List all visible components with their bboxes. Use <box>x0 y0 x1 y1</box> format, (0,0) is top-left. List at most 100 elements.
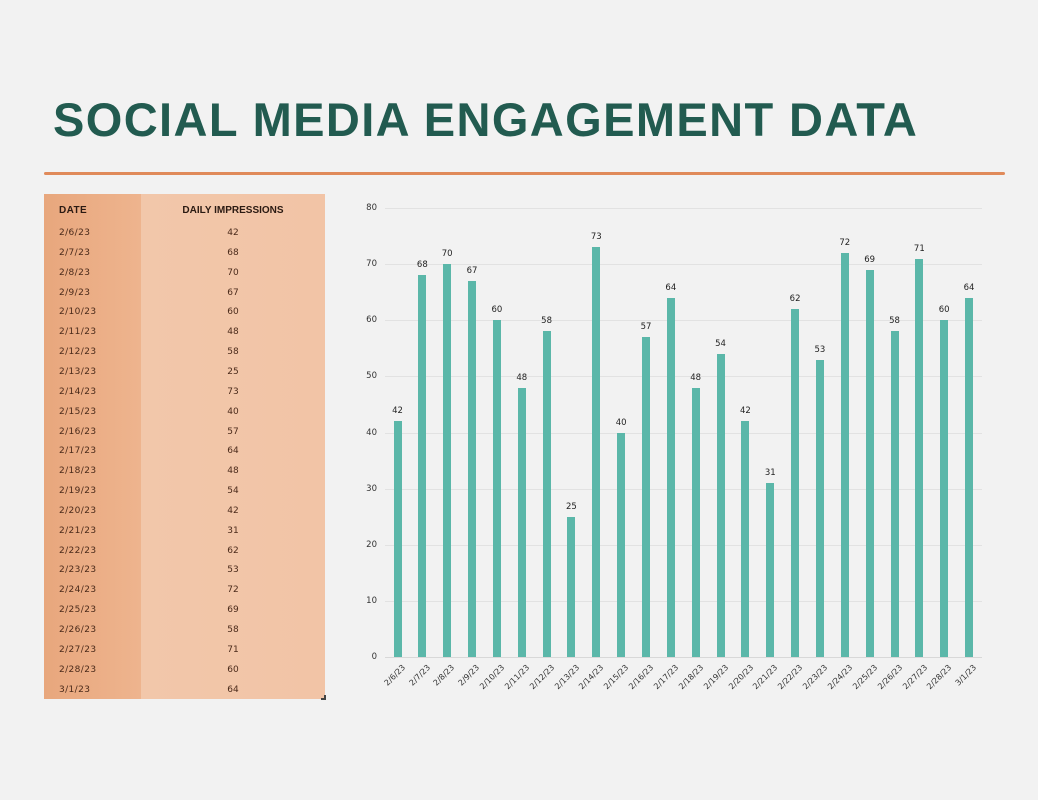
bar[interactable] <box>468 280 477 657</box>
y-axis-tick-label: 40 <box>366 427 377 438</box>
gridline <box>385 600 982 602</box>
table-row: 2/20/23 42 <box>44 502 325 522</box>
impressions-column-header: DAILY IMPRESSIONS <box>182 205 284 216</box>
bar-data-label: 42 <box>739 406 751 417</box>
date-cell: 2/26/23 <box>59 625 97 635</box>
resize-handle[interactable] <box>321 695 326 700</box>
bar-data-label: 69 <box>864 254 876 265</box>
table-row: 2/21/23 31 <box>44 522 325 542</box>
x-axis-tick-label: 2/25/23 <box>850 663 880 692</box>
impressions-cell: 42 <box>227 505 239 516</box>
impressions-cell: 48 <box>227 327 239 338</box>
impressions-cell: 70 <box>227 267 239 278</box>
bar[interactable] <box>666 297 675 657</box>
date-cell: 2/19/23 <box>59 486 97 497</box>
bar[interactable] <box>592 247 601 657</box>
bar[interactable] <box>815 359 824 657</box>
x-axis-tick-label: 2/10/23 <box>478 663 507 692</box>
date-cell: 2/6/23 <box>59 228 91 238</box>
page-title: SOCIAL MEDIA ENGAGEMENT DATA <box>53 93 919 146</box>
impressions-cell: 73 <box>227 386 239 397</box>
x-axis-tick-label: 2/18/23 <box>676 663 706 692</box>
bar-data-label: 57 <box>640 322 652 333</box>
impressions-cell: 67 <box>227 287 239 298</box>
x-axis-tick-label: 2/22/23 <box>776 663 805 692</box>
table-row: 2/27/23 71 <box>44 641 325 661</box>
table-row: 2/14/23 73 <box>44 383 325 403</box>
bar[interactable] <box>840 252 849 657</box>
impressions-table: DATE DAILY IMPRESSIONS 2/6/23 42 2/7/23 68 2… <box>44 194 326 700</box>
gridline <box>385 488 982 490</box>
bar[interactable] <box>915 258 924 657</box>
bar-data-label: 64 <box>963 282 975 293</box>
bar[interactable] <box>642 337 650 657</box>
bar[interactable] <box>542 331 551 657</box>
x-axis-tick-label: 2/19/23 <box>701 663 730 692</box>
bar[interactable] <box>418 275 427 657</box>
x-axis-tick-label: 2/11/23 <box>502 663 532 692</box>
y-axis-tick-label: 10 <box>366 595 377 606</box>
bar[interactable] <box>865 269 874 657</box>
date-cell: 2/21/23 <box>59 525 97 536</box>
table-row: 2/11/23 48 <box>44 323 325 343</box>
x-axis-tick-label: 2/8/23 <box>431 663 457 688</box>
impressions-cell: 71 <box>227 644 239 655</box>
x-axis-tick-label: 2/14/23 <box>577 663 606 692</box>
date-cell: 2/8/23 <box>59 267 91 278</box>
impressions-cell: 64 <box>227 446 239 457</box>
bar[interactable] <box>766 483 775 657</box>
table-row: 2/19/23 54 <box>44 482 325 502</box>
date-cell: 2/28/23 <box>59 664 97 675</box>
gridline <box>385 657 982 658</box>
date-cell: 2/16/23 <box>59 426 97 437</box>
bar[interactable] <box>492 320 501 657</box>
y-axis-tick-label: 0 <box>371 652 377 662</box>
bar[interactable] <box>791 309 800 657</box>
impressions-cell: 57 <box>227 426 239 437</box>
bar[interactable] <box>567 516 576 657</box>
date-cell: 2/18/23 <box>59 466 97 477</box>
bar-data-label: 68 <box>416 260 428 271</box>
x-axis-tick-label: 2/13/23 <box>552 663 581 692</box>
bar-data-label: 31 <box>764 468 776 478</box>
table-row: 2/26/23 58 <box>44 621 325 641</box>
date-cell: 3/1/23 <box>59 684 91 695</box>
bar[interactable] <box>691 387 700 657</box>
x-axis-tick-label: 2/28/23 <box>925 663 954 692</box>
y-axis-tick-label: 30 <box>366 483 377 494</box>
x-axis-tick-label: 2/17/23 <box>652 663 681 692</box>
x-axis-tick-label: 2/7/23 <box>407 663 432 688</box>
bar[interactable] <box>940 320 949 657</box>
table-row: 2/16/23 57 <box>44 423 325 443</box>
bar-data-label: 73 <box>590 232 602 243</box>
x-axis-tick-label: 2/16/23 <box>627 663 656 692</box>
table-row: 2/22/23 62 <box>44 542 325 562</box>
y-axis-tick-label: 60 <box>366 315 377 326</box>
bar[interactable] <box>617 432 626 657</box>
bar[interactable] <box>517 387 526 657</box>
bar-data-label: 58 <box>541 316 552 327</box>
date-cell: 2/13/23 <box>59 366 97 377</box>
impressions-cell: 64 <box>227 684 239 695</box>
impressions-bar-chart: 0 10 20 30 40 50 60 70 80 42 2/6/23 68 2/7/23 70 2/8/2… <box>355 195 1005 725</box>
gridline <box>385 264 982 266</box>
date-cell: 2/22/23 <box>59 545 97 556</box>
bar[interactable] <box>393 421 402 657</box>
date-cell: 2/10/23 <box>59 307 97 318</box>
table-row: 2/7/23 68 <box>44 244 325 264</box>
table-row: 2/6/23 42 <box>44 224 325 244</box>
x-axis-tick-label: 2/12/23 <box>527 663 556 692</box>
bar-data-label: 25 <box>566 501 577 512</box>
bar[interactable] <box>890 331 899 657</box>
bar-data-label: 70 <box>441 249 453 260</box>
date-cell: 2/15/23 <box>59 406 97 417</box>
bar[interactable] <box>716 353 725 657</box>
table-row: 2/24/23 72 <box>44 581 325 601</box>
date-cell: 2/23/23 <box>59 565 97 576</box>
bar[interactable] <box>443 264 452 657</box>
impressions-cell: 31 <box>227 525 239 536</box>
bar[interactable] <box>741 421 750 657</box>
bar[interactable] <box>965 297 974 657</box>
impressions-cell: 69 <box>227 605 239 616</box>
impressions-cell: 72 <box>227 585 239 596</box>
